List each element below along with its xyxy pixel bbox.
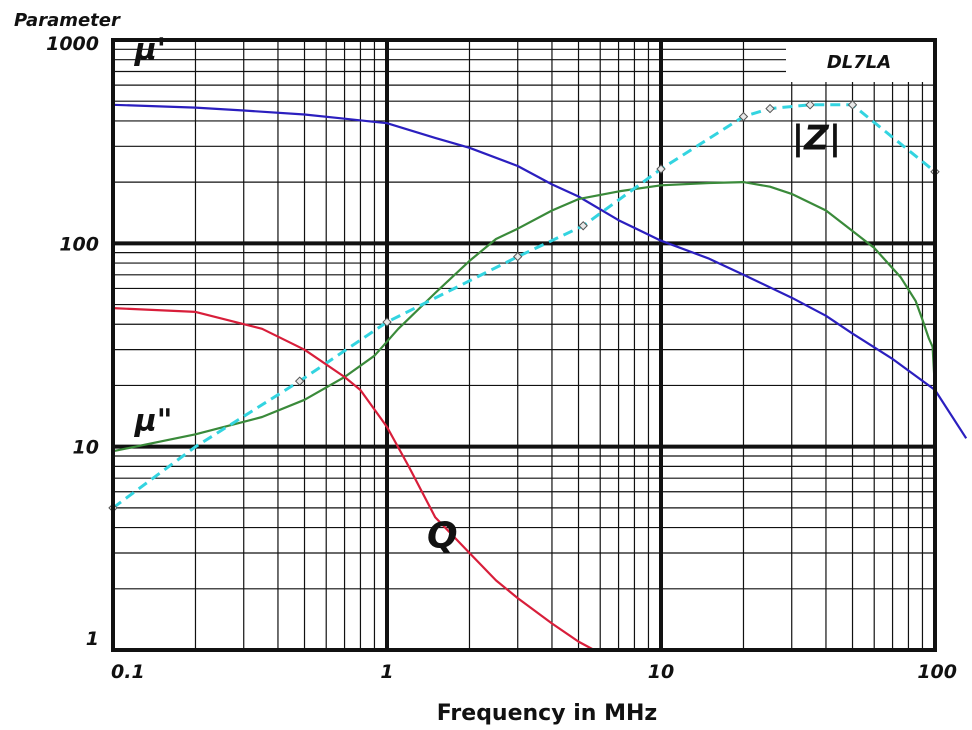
- data-point-marker: [738, 111, 749, 122]
- series-line: [112, 103, 968, 439]
- series-label: μ": [134, 404, 173, 439]
- data-point-marker: [656, 164, 666, 174]
- x-tick-label: 1: [380, 661, 393, 683]
- series-label: μ': [134, 33, 166, 68]
- data-point-marker: [805, 100, 815, 110]
- x-tick-label: 0.1: [111, 661, 145, 683]
- series-line: [112, 103, 936, 510]
- series-labels: μ' μ" |Z| Q: [134, 33, 842, 557]
- data-point-marker: [382, 317, 392, 327]
- x-axis-label: Frequency in MHz: [437, 701, 657, 726]
- y-axis-label: Parameter: [14, 10, 121, 31]
- y-tick-label: 100: [59, 233, 99, 255]
- series-layer: [112, 103, 968, 651]
- tick-labels: 0.1 1 10 100 1 10 100 1000: [46, 33, 957, 683]
- data-point-marker: [847, 100, 858, 110]
- grid-minor: [113, 40, 935, 650]
- series-line: [112, 307, 595, 651]
- y-tick-label: 10: [73, 437, 99, 459]
- chart-title: DL7LA: [827, 52, 891, 73]
- data-point-marker: [578, 221, 588, 231]
- data-point-marker: [765, 103, 775, 114]
- data-point-marker: [513, 251, 523, 262]
- y-tick-label: 1: [86, 628, 99, 650]
- x-tick-label: 100: [917, 661, 957, 683]
- series-line: [112, 181, 937, 453]
- x-tick-label: 10: [648, 661, 674, 683]
- y-tick-label: 1000: [46, 33, 99, 55]
- chart-title-box: [786, 42, 934, 82]
- series-label: Q: [427, 515, 458, 556]
- plot-frame: [111, 38, 937, 652]
- data-point-marker: [294, 376, 305, 386]
- series-label: |Z|: [792, 118, 842, 158]
